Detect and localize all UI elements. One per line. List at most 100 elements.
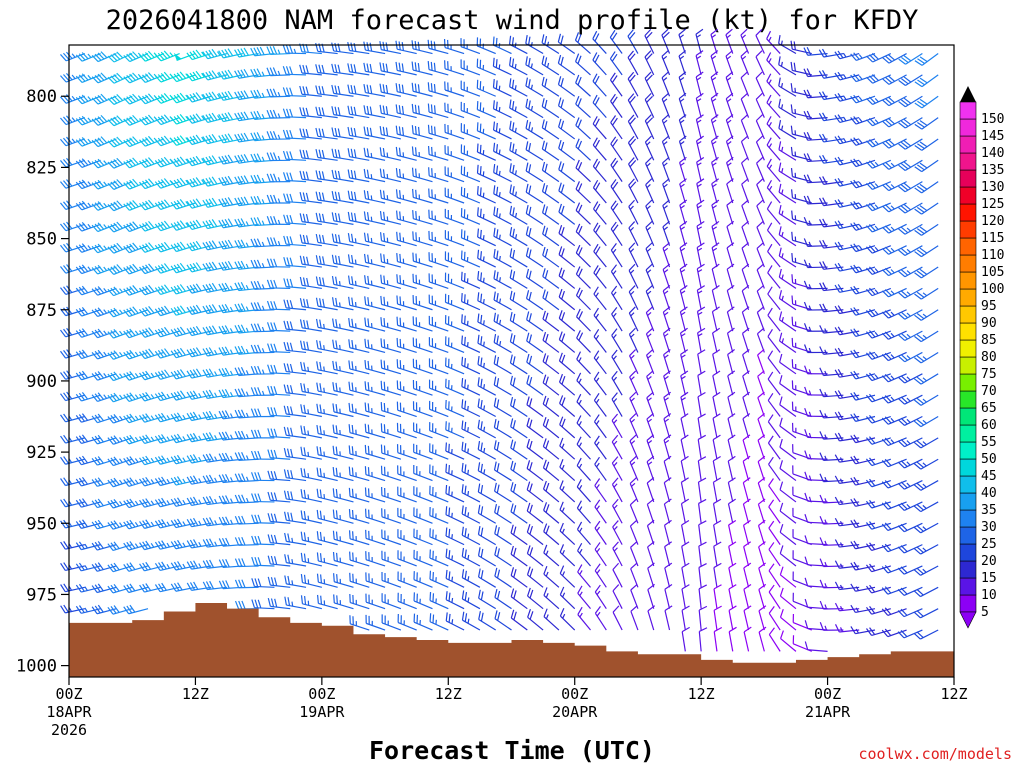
barb-staff (191, 522, 212, 528)
barb-full (148, 348, 155, 356)
barb-staff (159, 586, 180, 593)
wind-barb (202, 70, 228, 81)
wind-barb (75, 285, 101, 296)
barb-full (142, 499, 149, 507)
barb-half (84, 543, 88, 549)
barb-full (142, 583, 149, 592)
wind-barb (91, 222, 117, 233)
barb-full (163, 263, 171, 271)
barb-full (110, 287, 117, 295)
barb-full (224, 176, 230, 185)
barb-staff (207, 245, 228, 251)
barb-full (126, 202, 133, 210)
barb-full (75, 372, 82, 381)
wind-barb (139, 519, 164, 529)
wind-barb (202, 410, 228, 421)
barb-full (157, 413, 164, 422)
wind-barb (186, 198, 212, 209)
barb-full (113, 350, 120, 358)
barb-full (211, 240, 218, 249)
barb-full (332, 488, 335, 497)
barb-full (179, 241, 186, 250)
barb-full (434, 126, 436, 136)
barb-half (467, 469, 470, 475)
barb-full (123, 606, 130, 615)
barb-full (142, 371, 149, 380)
barb-full (399, 317, 402, 327)
barb-full (78, 308, 86, 316)
barb-full (383, 339, 386, 348)
barb-full (132, 157, 139, 165)
barb-full (60, 499, 66, 508)
barb-full (333, 573, 335, 582)
barb-full (110, 54, 118, 62)
barb-full (81, 370, 89, 379)
wind-barb (218, 175, 243, 186)
barb-full (154, 223, 162, 232)
wind-barb (202, 197, 228, 208)
barb-full (186, 540, 193, 549)
barb-full (97, 264, 105, 273)
barb-full (154, 308, 161, 316)
barb-full (477, 249, 480, 259)
barb-full (94, 287, 102, 295)
wind-barb (123, 477, 149, 487)
barb-full (139, 181, 146, 190)
wind-barb (170, 497, 196, 507)
wind-barb (186, 304, 212, 315)
barb-full (186, 476, 193, 485)
barb-full (60, 372, 67, 380)
barb-half (198, 435, 202, 441)
barb-full (94, 393, 101, 401)
wind-barb (139, 135, 165, 147)
barb-staff (207, 458, 228, 463)
barb-full (430, 83, 433, 92)
barb-full (192, 220, 199, 229)
barb-full (351, 424, 354, 434)
barb-full (208, 325, 215, 334)
barb-full (176, 136, 184, 144)
barb-full (189, 306, 196, 314)
barb-full (78, 74, 86, 82)
barb-full (348, 466, 351, 476)
barb-full (211, 112, 218, 121)
barb-half (198, 478, 202, 483)
barb-full (60, 562, 66, 571)
barb-full (195, 177, 202, 185)
barb-full (157, 307, 165, 316)
barb-full (110, 415, 117, 423)
barb-full (110, 308, 117, 317)
barb-staff (81, 202, 101, 211)
barb-full (160, 94, 168, 102)
barb-full (209, 517, 215, 526)
barb-full (158, 562, 164, 571)
barb-staff (113, 74, 133, 84)
barb-full (202, 284, 208, 293)
barb-full (116, 221, 124, 229)
barb-full (399, 275, 402, 284)
barb-full (367, 382, 370, 391)
barb-full (94, 584, 101, 593)
wind-barb (186, 432, 212, 443)
barb-full (202, 263, 208, 272)
barb-full (75, 542, 82, 550)
barb-full (192, 454, 199, 463)
barb-half (103, 245, 108, 250)
barb-half (119, 288, 123, 293)
barb-half (169, 52, 174, 57)
barb-full (78, 435, 85, 443)
wind-barb (107, 264, 133, 275)
barb-full (477, 207, 479, 216)
barb-half (119, 415, 123, 421)
barb-full (412, 188, 414, 198)
barb-half (354, 238, 357, 243)
barb-full (94, 96, 102, 104)
barb-full (161, 497, 167, 506)
barb-full (351, 467, 354, 477)
barb-full (170, 562, 177, 571)
barb-full (427, 61, 430, 70)
wind-barb (186, 390, 212, 400)
barb-full (148, 263, 155, 271)
barb-full (82, 519, 88, 528)
